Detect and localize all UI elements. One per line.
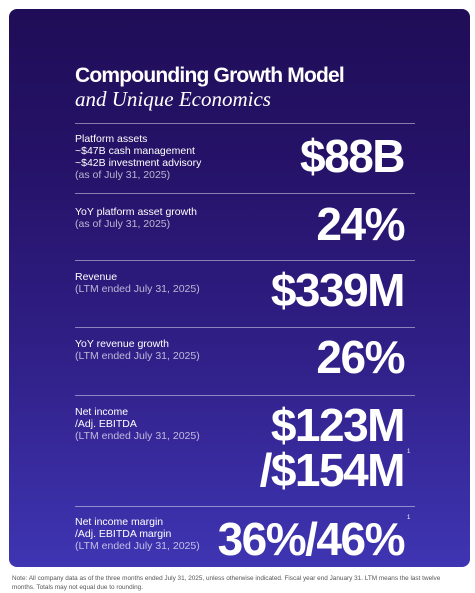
footnote-marker: 1 bbox=[407, 449, 411, 455]
metric-label-line: Platform assets bbox=[75, 133, 148, 145]
metric-label-net-income: Net income /Adj. EBITDA (LTM ended July … bbox=[75, 406, 250, 442]
metric-label-line: Net income bbox=[75, 406, 129, 418]
metric-note: (LTM ended July 31, 2025) bbox=[75, 540, 200, 552]
divider bbox=[75, 123, 415, 124]
metric-value-platform-asset-growth: 24% bbox=[316, 198, 405, 250]
divider bbox=[75, 260, 415, 261]
metric-value-margins: 36%/46% bbox=[217, 513, 406, 565]
metric-note: (LTM ended July 31, 2025) bbox=[75, 430, 200, 442]
economics-card: Compounding Growth Model and Unique Econ… bbox=[9, 9, 470, 567]
metric-value-adj-ebitda: /$154M bbox=[259, 444, 406, 496]
metric-note: (LTM ended July 31, 2025) bbox=[75, 283, 200, 295]
metric-label-line: YoY revenue growth bbox=[75, 338, 169, 350]
metric-value-revenue-growth: 26% bbox=[316, 331, 405, 383]
metric-note: (LTM ended July 31, 2025) bbox=[75, 350, 200, 362]
divider bbox=[75, 395, 415, 396]
metric-label-line: YoY platform asset growth bbox=[75, 206, 197, 218]
metric-note: (as of July 31, 2025) bbox=[75, 169, 171, 181]
metric-value-platform-assets: $88B bbox=[300, 130, 405, 182]
metric-label-line: Net income margin bbox=[75, 516, 164, 528]
footnote-marker: 1 bbox=[407, 515, 411, 521]
metric-label-margins: Net income margin /Adj. EBITDA margin (L… bbox=[75, 516, 250, 552]
divider bbox=[75, 506, 415, 507]
footnote-text: Note: All company data as of the three m… bbox=[12, 575, 441, 591]
metric-label-line: ~$47B cash management bbox=[75, 145, 195, 157]
metric-label-platform-asset-growth: YoY platform asset growth (as of July 31… bbox=[75, 206, 250, 230]
metric-label-line: /Adj. EBITDA margin bbox=[75, 528, 172, 540]
card-title: Compounding Growth Model bbox=[75, 64, 345, 87]
metric-value-revenue: $339M bbox=[270, 264, 406, 316]
metric-label-revenue: Revenue (LTM ended July 31, 2025) bbox=[75, 271, 250, 295]
metric-label-revenue-growth: YoY revenue growth (LTM ended July 31, 2… bbox=[75, 338, 250, 362]
metric-note: (as of July 31, 2025) bbox=[75, 218, 171, 230]
card-subtitle: and Unique Economics bbox=[75, 87, 271, 111]
metric-label-line: ~$42B investment advisory bbox=[75, 157, 202, 169]
metric-label-platform-assets: Platform assets ~$47B cash management ~$… bbox=[75, 133, 250, 181]
divider bbox=[75, 327, 415, 328]
divider bbox=[75, 193, 415, 194]
metric-label-line: Revenue bbox=[75, 271, 118, 283]
metric-value-net-income: $123M bbox=[270, 399, 406, 451]
metric-label-line: /Adj. EBITDA bbox=[75, 418, 137, 430]
